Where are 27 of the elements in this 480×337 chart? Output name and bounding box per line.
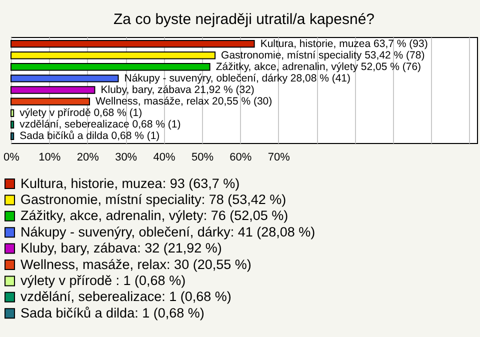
x-tick-label: 40% xyxy=(153,152,176,164)
chart-title: Za co byste nejraději utratil/a kapesné? xyxy=(114,11,374,28)
data-label: Wellness, masáže, relax 20,55 % (30) xyxy=(95,96,272,108)
x-tick-label: 30% xyxy=(115,152,138,164)
legend-label: výlety v přírodě : 1 (0,68 %) xyxy=(20,272,186,288)
data-label: vzdělání, seberealizace 0,68 % (1) xyxy=(20,118,181,131)
data-label: Gastronomie, místní speciality 53,42 % (78) xyxy=(221,49,425,62)
legend-label: Zážitky, akce, adrenalin, výlety: 76 (52,05 %) xyxy=(20,208,288,224)
data-label: Kluby, bary, zábava 21,92 % (32) xyxy=(100,84,254,96)
data-label: Zážitky, akce, adrenalin, výlety 52,05 % (76) xyxy=(216,60,422,73)
x-tick-label: 70% xyxy=(268,152,290,164)
data-label: Kultura, historie, muzea 63,7 % (93) xyxy=(260,38,428,50)
legend-label: Gastronomie, místní speciality: 78 (53,42 %) xyxy=(20,192,286,207)
x-tick-label: 0% xyxy=(4,152,20,164)
legend-label: vzdělání, seberealizace: 1 (0,68 %) xyxy=(20,289,232,304)
x-tick-label: 20% xyxy=(76,152,100,164)
data-label: výlety v přírodě 0,68 % (1) xyxy=(20,107,142,120)
legend-label: Kluby, bary, zábava: 32 (21,92 %) xyxy=(20,240,222,256)
data-label: Sada bičíků a dilda 0,68 % (1) xyxy=(20,130,160,142)
legend-label: Wellness, masáže, relax: 30 (20,55 %) xyxy=(20,256,252,272)
legend-label: Nákupy - suvenýry, oblečení, dárky: 41 (28,08 %) xyxy=(20,224,316,240)
x-tick-label: 60% xyxy=(230,152,252,164)
legend-label: Sada bičíků a dilda: 1 (0,68 %) xyxy=(20,305,204,320)
data-label: Nákupy - suvenýry, oblečení, dárky 28,08 % (41) xyxy=(124,72,351,84)
x-tick-label: 50% xyxy=(191,152,214,164)
legend-label: Kultura, historie, muzea: 93 (63,7 %) xyxy=(20,176,240,191)
x-tick-label: 10% xyxy=(38,152,61,164)
